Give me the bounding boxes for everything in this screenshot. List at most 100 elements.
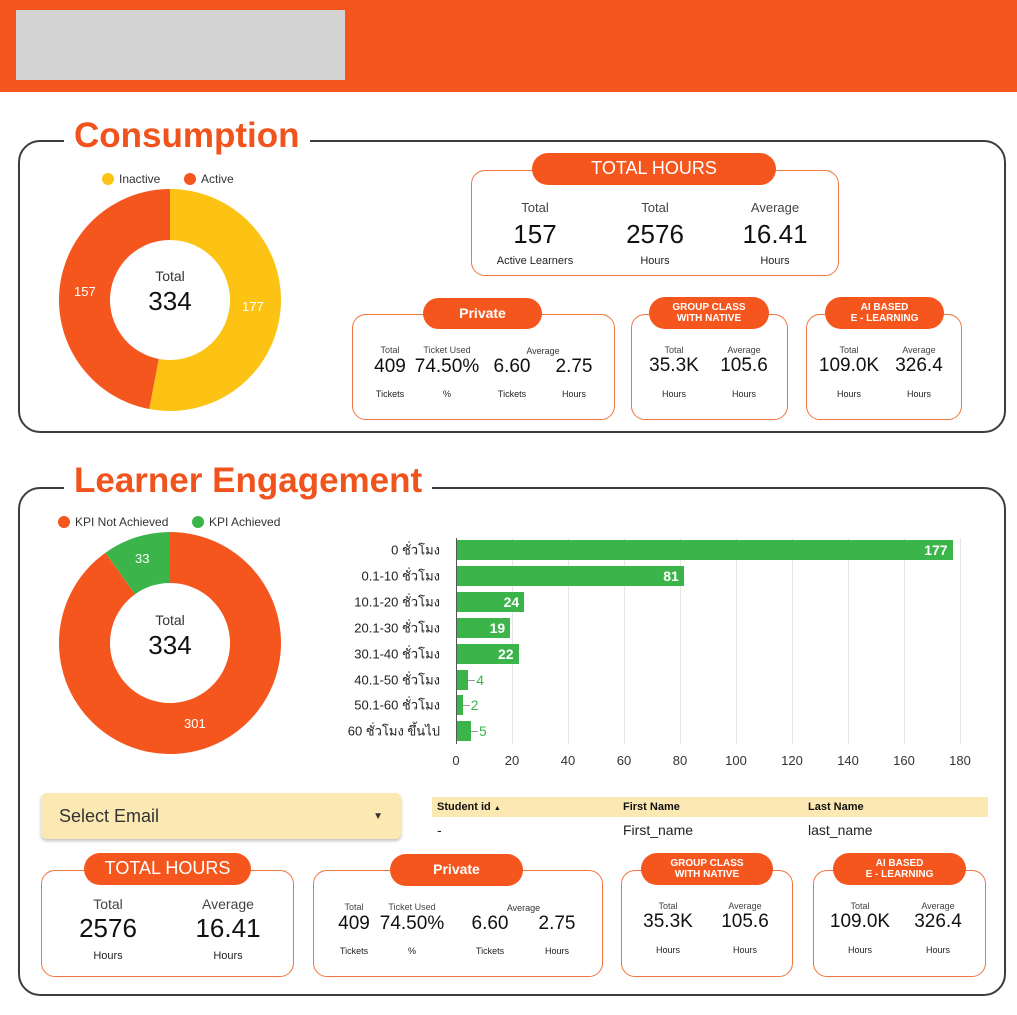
donut-center-label: Total (155, 268, 185, 284)
engagement-section (18, 487, 1006, 996)
kpi-donut-chart (59, 532, 281, 754)
metric-value: 105.6 (720, 355, 768, 376)
total-hours-header: TOTAL HOURS (532, 153, 776, 185)
metric-label: Average (902, 345, 936, 355)
private-card (313, 870, 603, 977)
metric-unit: Hours (544, 946, 570, 956)
x-tick-label: 60 (616, 753, 632, 768)
gridline (792, 538, 793, 744)
column-header-first-name[interactable]: First Name (623, 801, 680, 813)
total-hours-header: TOTAL HOURS (84, 853, 251, 885)
table-cell-first-name: First_name (623, 822, 694, 838)
metric-label: Total (664, 345, 684, 355)
donut-slice-label-active: 157 (74, 284, 96, 299)
gridline (960, 538, 961, 744)
x-tick-label: 160 (893, 753, 915, 768)
metric-label: Average (728, 901, 762, 911)
ai-title-line2: E - LEARNING (865, 869, 934, 880)
metric-label: Total (641, 200, 669, 215)
metric-unit: % (407, 946, 417, 956)
ai-elearning-card (813, 870, 986, 977)
y-category-label: 40.1-50 ชั่วโมง (354, 672, 440, 687)
metric-value: 35.3K (643, 911, 693, 932)
y-category-label: 0 ชั่วโมง (391, 542, 440, 558)
donut-center-label: Total (155, 612, 185, 628)
metric-value: 326.4 (914, 911, 962, 932)
table-cell-last-name: last_name (808, 822, 873, 838)
consumption-title: Consumption (64, 116, 310, 156)
bar-label-leader (471, 731, 478, 733)
x-tick-label: 140 (837, 753, 859, 768)
metric-value: 74.50% (379, 913, 445, 934)
private-header: Private (423, 298, 542, 329)
metric-value: 2576 (79, 913, 137, 943)
gridline (848, 538, 849, 744)
bar-6 (457, 695, 463, 716)
group-title-line2: WITH NATIVE (676, 313, 742, 324)
metric-value: 6.60 (493, 356, 531, 377)
metric-unit: Hours (732, 945, 758, 955)
group-class-header: GROUP CLASS WITH NATIVE (649, 297, 769, 329)
legend-inactive: Inactive (102, 172, 160, 186)
metric-value: 326.4 (895, 355, 943, 376)
column-header-student-id[interactable]: Student id ▲ (437, 801, 501, 813)
metric-unit: Hours (561, 389, 587, 399)
metric-unit: Hours (836, 389, 862, 399)
group-class-header: GROUP CLASS WITH NATIVE (641, 853, 773, 885)
legend-dot (102, 173, 114, 185)
gridline (680, 538, 681, 744)
group-class-card (621, 870, 793, 977)
ai-title-line1: AI BASED (860, 302, 909, 313)
bar-value-label: 19 (489, 619, 506, 636)
metric-value: 16.41 (195, 913, 261, 943)
legend-active: Active (184, 172, 234, 186)
y-category-label: 0.1-10 ชั่วโมง (361, 568, 441, 584)
legend-dot (192, 516, 204, 528)
dropdown-arrow-icon: ▼ (373, 810, 383, 822)
total-hours-card (41, 870, 294, 977)
metric-label: Total (344, 902, 364, 912)
bar-value-label: 22 (498, 645, 514, 662)
select-email-dropdown[interactable]: Select Email ▼ (41, 793, 401, 839)
group-title-line1: GROUP CLASS (672, 302, 746, 313)
donut-slice-label-not-achieved: 301 (184, 716, 206, 731)
metric-unit: Hours (661, 389, 687, 399)
group-title-line1: GROUP CLASS (670, 858, 744, 869)
y-category-label: 50.1-60 ชั่วโมง (354, 697, 440, 713)
metric-label: Average (202, 896, 254, 912)
metric-value: 409 (374, 356, 406, 377)
metric-label: Total (521, 200, 549, 215)
bar-0 (457, 540, 953, 560)
donut-slice-0 (59, 532, 281, 754)
bar-label-leader (462, 705, 470, 707)
y-axis-line (456, 538, 457, 744)
ai-elearning-header: AI BASED E - LEARNING (825, 297, 944, 329)
metric-label: Ticket Used (388, 902, 436, 912)
metric-unit: Hours (213, 950, 243, 962)
metric-label: Total (658, 901, 678, 911)
legend-kpi-achieved: KPI Achieved (192, 515, 280, 529)
legend-kpi-not-achieved: KPI Not Achieved (58, 515, 168, 529)
bar-value-label: 4 (476, 671, 484, 688)
donut-slice-1 (59, 189, 170, 410)
select-email-label: Select Email (59, 805, 160, 826)
bar-3 (457, 617, 511, 638)
gridline (624, 538, 625, 744)
header-label: Student id (437, 801, 491, 813)
x-tick-label: 80 (672, 753, 688, 768)
metric-value: 2.75 (538, 913, 576, 934)
metric-label: Total (839, 345, 859, 355)
metric-value: 409 (338, 913, 370, 934)
bar-4 (457, 643, 519, 664)
group-title-line2: WITH NATIVE (674, 869, 740, 880)
bar-value-label: 24 (503, 593, 520, 610)
metric-value: 105.6 (721, 911, 769, 932)
x-tick-label: 0 (452, 753, 460, 768)
table-cell-student-id: - (437, 822, 442, 838)
metric-value: 2.75 (555, 356, 593, 377)
bar-7 (457, 721, 471, 742)
ai-elearning-header: AI BASED E - LEARNING (833, 853, 966, 885)
metric-unit: Hours (906, 389, 932, 399)
column-header-last-name[interactable]: Last Name (808, 801, 864, 813)
bar-value-label: 177 (924, 542, 948, 558)
